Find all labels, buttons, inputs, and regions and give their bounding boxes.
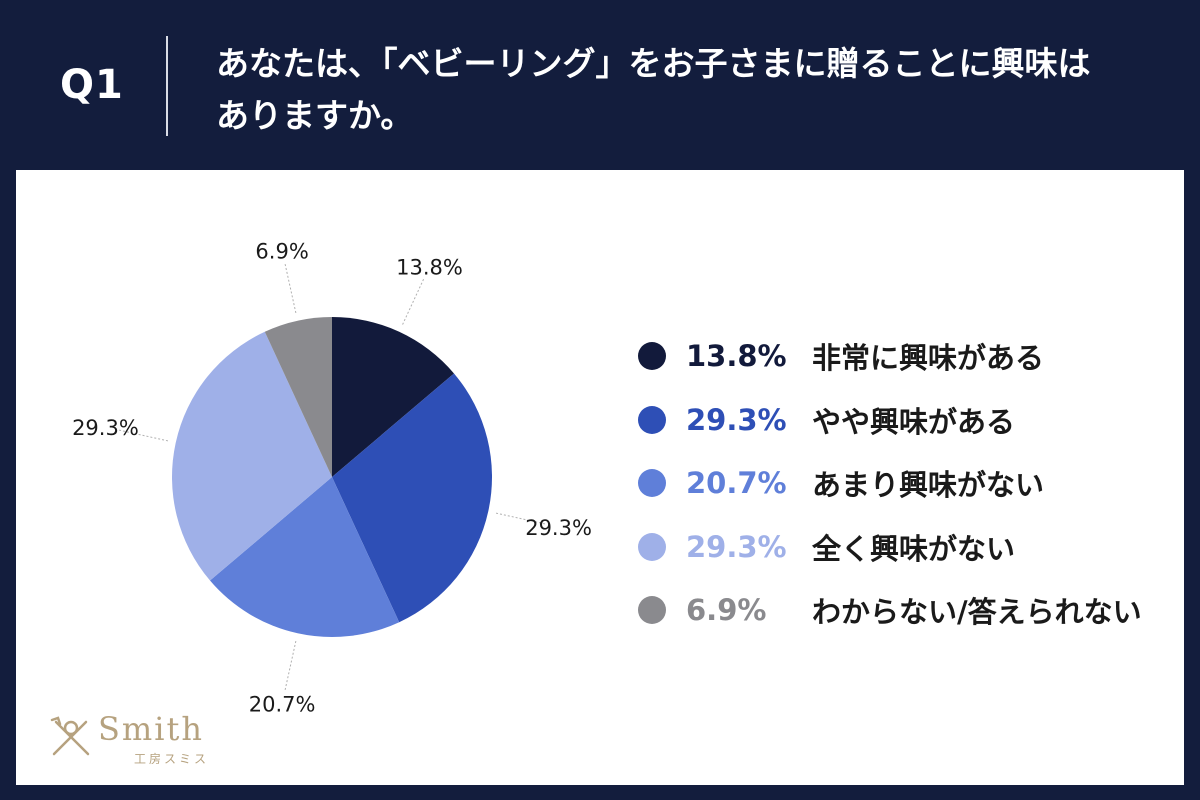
logo-subtitle: 工房スミス xyxy=(134,752,210,766)
pie-data-label-1: 13.8% xyxy=(396,255,463,279)
leader-line-5 xyxy=(284,263,297,314)
ring-tools-icon xyxy=(50,716,90,756)
pie-data-label-2: 29.3% xyxy=(525,516,592,540)
legend-percent: 13.8% xyxy=(686,339,787,373)
pie-slice-3 xyxy=(210,477,400,637)
logo-word: Smith xyxy=(98,710,204,748)
legend-percent: 6.9% xyxy=(686,593,767,627)
legend-label: あまり興味がない xyxy=(812,468,1045,502)
leader-line-1 xyxy=(402,278,425,325)
header: Q1 あなたは、「ベビーリング」をお子さまに贈ることに興味はありますか。 xyxy=(0,0,1200,168)
legend-percent: 29.3% xyxy=(686,402,787,437)
legend-swatch xyxy=(638,469,666,497)
leader-line-2 xyxy=(495,512,546,525)
legend-swatch xyxy=(638,596,666,624)
pie-data-label-4: 29.3% xyxy=(72,416,139,440)
legend-percent: 29.3% xyxy=(686,529,787,564)
pie-slice-4 xyxy=(171,331,332,581)
legend-percent: 20.7% xyxy=(686,466,787,500)
header-divider xyxy=(166,36,168,136)
pie-chart: 13.8% 29.3% 20.7% 29.3% 6.9% xyxy=(72,239,592,717)
legend: 13.8% 非常に興味がある 29.3% やや興味がある 20.7% あまり興味がない 29… xyxy=(638,336,1178,654)
legend-label: 全く興味がない xyxy=(812,531,1016,566)
question-number: Q1 xyxy=(60,62,124,108)
legend-item-1: 13.8% 非常に興味がある xyxy=(638,336,1178,376)
leader-line-3 xyxy=(284,640,297,691)
pie-slice-1 xyxy=(332,317,454,477)
legend-item-4: 29.3% 全く興味がない xyxy=(638,527,1178,567)
legend-swatch xyxy=(638,342,666,370)
legend-label: わからない/答えられない xyxy=(812,595,1142,629)
smith-logo: Smith 工房スミス xyxy=(48,710,228,770)
pie-data-label-3: 20.7% xyxy=(249,693,316,717)
legend-label: 非常に興味がある xyxy=(812,341,1045,375)
question-title: あなたは、「ベビーリング」をお子さまに贈ることに興味はありますか。 xyxy=(216,44,1091,135)
legend-label: やや興味がある xyxy=(812,404,1016,439)
leader-line-4 xyxy=(118,429,169,442)
legend-swatch xyxy=(638,405,666,434)
pie-slice-2 xyxy=(332,373,492,623)
legend-swatch xyxy=(638,532,666,561)
pie-data-label-5: 6.9% xyxy=(255,239,308,263)
legend-item-5: 6.9% わからない/答えられない xyxy=(638,590,1178,630)
pie-slice-5 xyxy=(264,317,332,477)
chart-panel: 13.8% 29.3% 20.7% 29.3% 6.9% 13.8% 非常に興味がある 29… xyxy=(16,170,1184,785)
legend-item-3: 20.7% あまり興味がない xyxy=(638,463,1178,503)
legend-item-2: 29.3% やや興味がある xyxy=(638,400,1178,440)
